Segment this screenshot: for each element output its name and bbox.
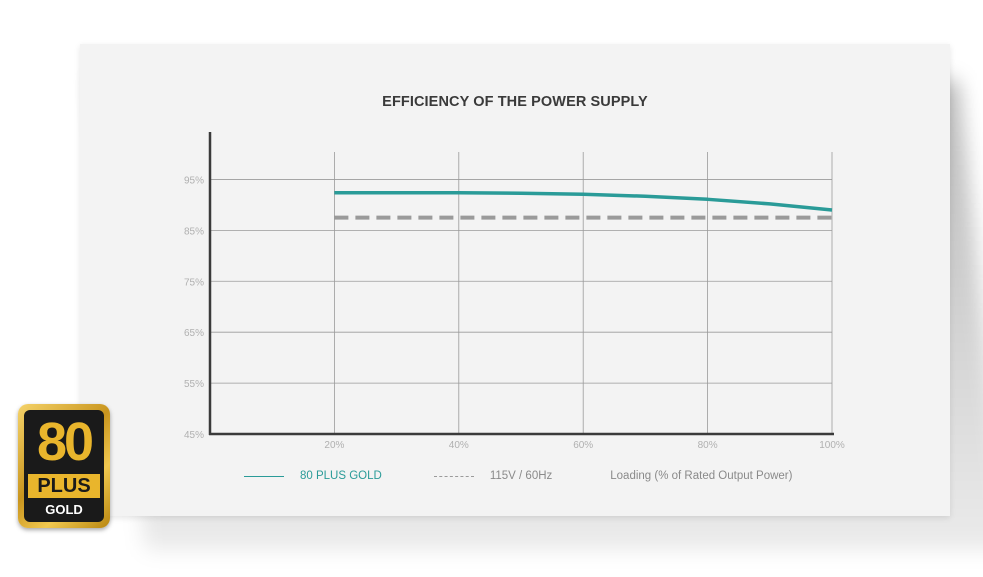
badge-tier: GOLD [45,502,83,517]
y-tick-label: 95% [184,175,204,186]
series-80plus-gold-line [334,190,833,212]
y-tick-labels: 45% 55% 65% 75% 85% 95% [184,175,204,441]
x-tick-label: 60% [573,440,593,451]
chart-legend: 80 PLUS GOLD 115V / 60Hz Loading (% of R… [244,468,792,484]
efficiency-chart: 45% 55% 65% 75% 85% 95% 20% 40% 60% 80% 100% [184,132,845,451]
legend-swatch-115v [433,475,474,477]
x-tick-label: 20% [324,440,344,451]
x-tick-label: 80% [698,440,718,451]
x-tick-label: 40% [449,440,469,451]
legend-swatch-gold [244,475,284,477]
80-plus-gold-badge: 80 PLUS GOLD [18,404,110,528]
badge-plus: PLUS [28,474,100,498]
badge-number: 80 [36,412,94,472]
y-tick-label: 75% [184,277,204,288]
y-tick-label: 65% [184,328,204,339]
grid [210,152,833,434]
badge-inner: 80 PLUS GOLD [24,410,104,522]
x-tick-labels: 20% 40% 60% 80% 100% [324,440,845,451]
x-axis-label: Loading (% of Rated Output Power) [610,470,793,482]
x-tick-label: 100% [819,440,845,451]
legend-label-gold: 80 PLUS GOLD [300,470,382,482]
series-lines [334,190,833,220]
y-tick-label: 85% [184,226,204,237]
chart-title: EFFICIENCY OF THE POWER SUPPLY [382,94,648,110]
y-tick-label: 45% [184,430,204,441]
legend-label-115v: 115V / 60Hz [489,470,553,482]
chart-card: EFFICIENCY OF THE POWER SUPPLY 45% 55% 65%… [80,44,950,516]
y-tick-label: 55% [184,379,204,390]
axes [208,132,834,436]
